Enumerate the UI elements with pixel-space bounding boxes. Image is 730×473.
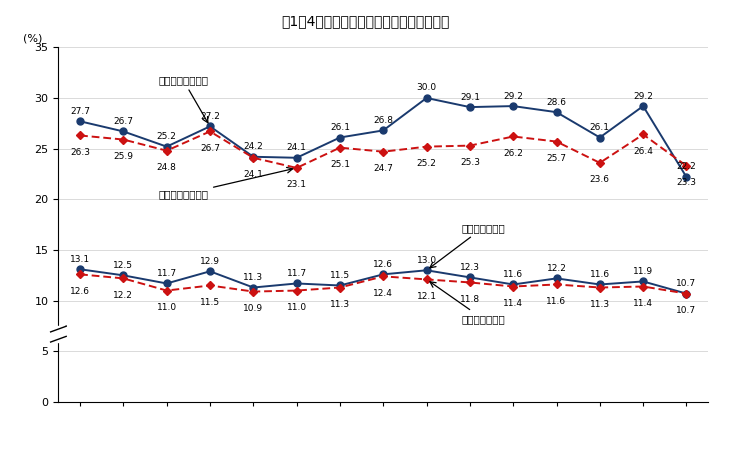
Text: 12.1: 12.1 xyxy=(417,292,437,301)
Text: 12.5: 12.5 xyxy=(113,261,134,270)
Text: 11.8: 11.8 xyxy=(460,295,480,304)
Text: 29.1: 29.1 xyxy=(460,93,480,102)
Text: 離職率（一般）: 離職率（一般） xyxy=(430,282,505,324)
Text: 25.9: 25.9 xyxy=(113,152,134,161)
Text: 24.2: 24.2 xyxy=(243,142,264,151)
Text: 26.4: 26.4 xyxy=(633,147,653,156)
Text: 入職率（一般）: 入職率（一般） xyxy=(430,223,505,268)
Text: 11.6: 11.6 xyxy=(590,270,610,279)
Text: 11.5: 11.5 xyxy=(200,298,220,307)
Text: 12.2: 12.2 xyxy=(547,264,566,273)
Text: 11.3: 11.3 xyxy=(243,273,264,282)
Text: 11.3: 11.3 xyxy=(590,300,610,309)
Text: 26.7: 26.7 xyxy=(200,144,220,153)
Text: 12.9: 12.9 xyxy=(200,257,220,266)
Text: 29.2: 29.2 xyxy=(503,92,523,101)
Text: 12.3: 12.3 xyxy=(460,263,480,272)
Text: 24.8: 24.8 xyxy=(157,163,177,172)
Text: 12.6: 12.6 xyxy=(373,260,393,269)
Text: 入職率（パート）: 入職率（パート） xyxy=(158,75,208,123)
Text: 11.7: 11.7 xyxy=(157,269,177,278)
Text: 28.6: 28.6 xyxy=(547,97,566,106)
Text: 30.0: 30.0 xyxy=(417,83,437,92)
Text: 11.5: 11.5 xyxy=(330,271,350,280)
Text: 11.0: 11.0 xyxy=(157,303,177,312)
Text: 11.6: 11.6 xyxy=(503,270,523,279)
Text: 25.2: 25.2 xyxy=(157,132,177,141)
Text: 24.1: 24.1 xyxy=(287,143,307,152)
Text: 25.1: 25.1 xyxy=(330,160,350,169)
Text: 26.8: 26.8 xyxy=(373,116,393,125)
Text: 29.2: 29.2 xyxy=(633,92,653,101)
Text: 23.6: 23.6 xyxy=(590,175,610,184)
Text: 25.7: 25.7 xyxy=(547,154,566,163)
Text: 11.3: 11.3 xyxy=(330,300,350,309)
Text: 26.1: 26.1 xyxy=(330,123,350,132)
Text: 11.4: 11.4 xyxy=(633,299,653,308)
Text: 25.3: 25.3 xyxy=(460,158,480,167)
Text: 27.2: 27.2 xyxy=(200,112,220,121)
Text: 26.3: 26.3 xyxy=(70,148,90,157)
Bar xyxy=(47,326,70,342)
Text: 離職率（パート）: 離職率（パート） xyxy=(158,167,293,199)
Text: 24.7: 24.7 xyxy=(373,164,393,173)
Text: 10.7: 10.7 xyxy=(677,279,696,288)
Text: 23.3: 23.3 xyxy=(677,178,696,187)
Text: 13.0: 13.0 xyxy=(417,256,437,265)
Text: 13.1: 13.1 xyxy=(70,255,90,264)
Text: 24.1: 24.1 xyxy=(243,170,264,179)
Text: 26.1: 26.1 xyxy=(590,123,610,132)
Text: 11.9: 11.9 xyxy=(633,267,653,276)
Text: 12.4: 12.4 xyxy=(373,289,393,298)
Text: (%): (%) xyxy=(23,34,42,44)
Text: 12.2: 12.2 xyxy=(113,291,134,300)
Text: 12.6: 12.6 xyxy=(70,287,90,296)
Text: 25.2: 25.2 xyxy=(417,159,437,168)
Text: 22.2: 22.2 xyxy=(677,163,696,172)
Text: 26.7: 26.7 xyxy=(113,117,134,126)
Text: 23.1: 23.1 xyxy=(287,180,307,189)
Text: 11.7: 11.7 xyxy=(287,269,307,278)
Text: 11.4: 11.4 xyxy=(503,299,523,308)
Text: 11.0: 11.0 xyxy=(287,303,307,312)
Text: 11.6: 11.6 xyxy=(547,297,566,306)
Text: 10.9: 10.9 xyxy=(243,304,264,313)
Text: 10.7: 10.7 xyxy=(677,306,696,315)
Text: 図1－4　就業形態別入職率・離職率の推移: 図1－4 就業形態別入職率・離職率の推移 xyxy=(281,14,449,28)
Text: 26.2: 26.2 xyxy=(503,149,523,158)
Text: 27.7: 27.7 xyxy=(70,107,90,116)
